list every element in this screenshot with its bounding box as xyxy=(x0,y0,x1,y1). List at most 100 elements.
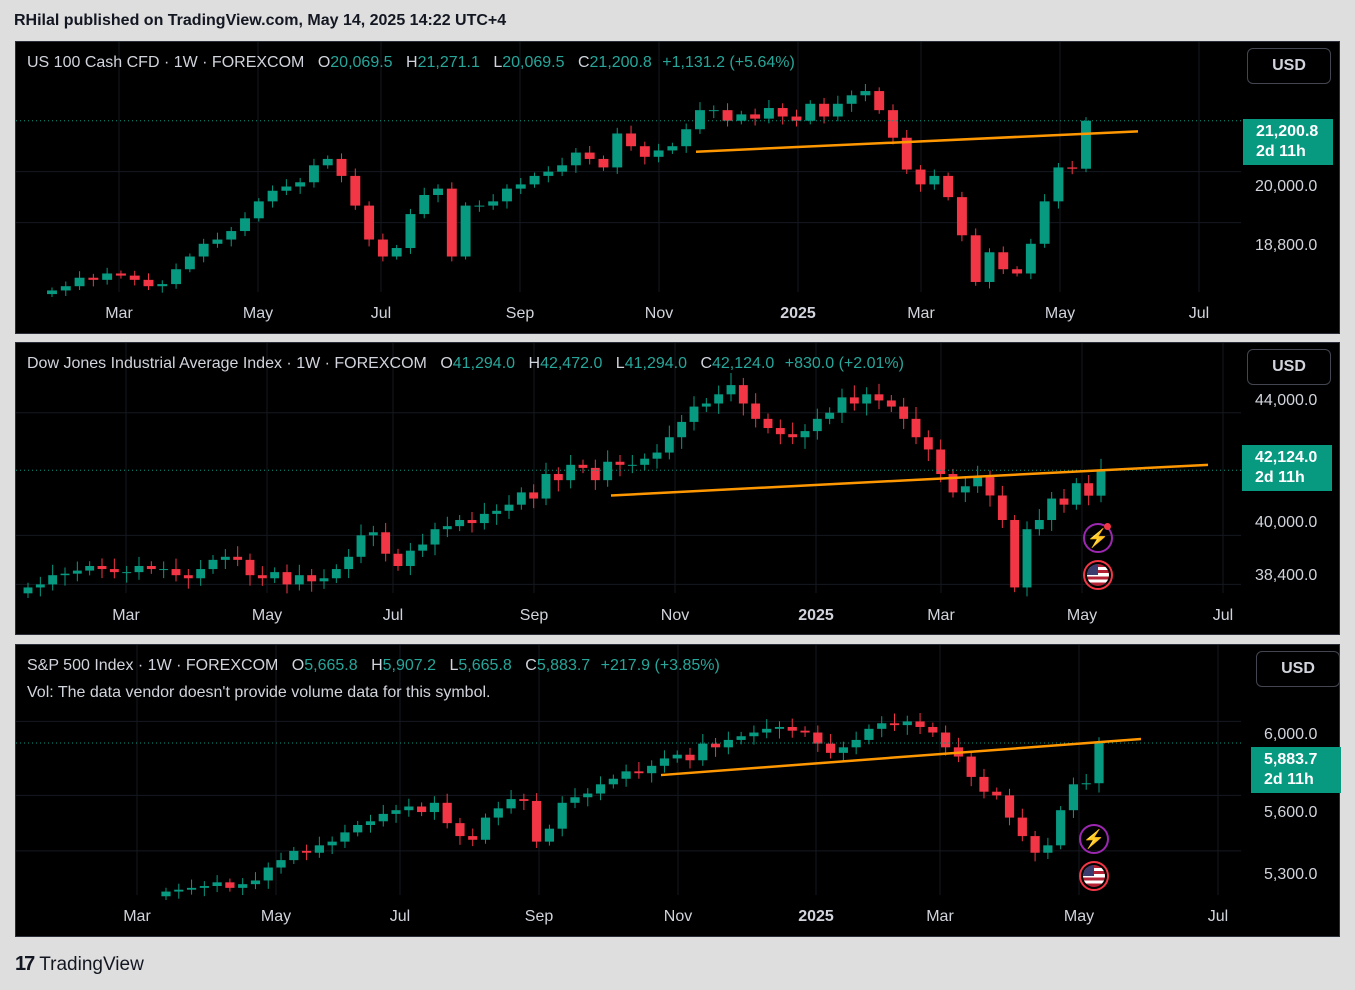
candle-body xyxy=(1043,845,1053,853)
candle-body xyxy=(263,867,273,881)
candle-body xyxy=(888,110,898,138)
candle-body xyxy=(775,428,785,435)
candle-body xyxy=(519,799,529,801)
candle-body xyxy=(270,572,280,579)
candle-body xyxy=(72,570,82,574)
trendline[interactable] xyxy=(695,130,1139,153)
candle-body xyxy=(340,832,350,842)
candle-body xyxy=(1084,483,1094,496)
x-tick-label: May xyxy=(260,908,292,925)
y-tick-label: 40,000.0 xyxy=(1255,514,1318,531)
candle-body xyxy=(1081,783,1091,785)
candlestick-plot-sp500[interactable] xyxy=(16,645,1341,938)
x-tick-label: Mar xyxy=(927,607,955,624)
candle-body xyxy=(1071,483,1081,505)
us-flag-icon[interactable] xyxy=(1079,861,1109,891)
candlestick-plot-dow[interactable] xyxy=(16,343,1341,636)
candle-body xyxy=(911,418,921,438)
candle-body xyxy=(787,726,797,731)
candle-body xyxy=(295,182,306,187)
x-tick-label: Jul xyxy=(382,607,404,624)
candle-body xyxy=(418,544,428,551)
candle-body xyxy=(544,828,555,842)
x-tick-label: May xyxy=(1044,305,1076,322)
candle-body xyxy=(685,754,695,761)
change-value: +830.0 (+2.01%) xyxy=(784,355,904,372)
x-tick-label: Mar xyxy=(926,908,954,925)
candle-body xyxy=(161,891,171,897)
candle-body xyxy=(212,882,222,887)
chart-panel-nasdaq[interactable]: US 100 Cash CFD · 1W · FOREXCOM O20,069.… xyxy=(15,41,1340,334)
candle-body xyxy=(902,721,912,726)
candle-body xyxy=(948,474,958,493)
candlestick-plot-nasdaq[interactable] xyxy=(16,42,1341,335)
candle-body xyxy=(800,730,810,733)
x-tick-label: Sep xyxy=(519,607,549,624)
candle-body xyxy=(677,421,687,438)
candle-body xyxy=(708,110,719,112)
candle-body xyxy=(365,821,376,825)
candle-body xyxy=(553,474,563,481)
candle-body xyxy=(1017,817,1027,837)
candle-body xyxy=(874,394,884,401)
candle-body xyxy=(85,565,95,571)
candle-body xyxy=(1094,742,1104,784)
candle-body xyxy=(889,723,900,726)
symbol-title: S&P 500 Index · 1W · FOREXCOM xyxy=(27,657,279,674)
candle-body xyxy=(846,95,857,104)
y-tick-label: 6,000.0 xyxy=(1264,726,1318,743)
candle-body xyxy=(943,175,954,198)
candle-body xyxy=(612,133,623,168)
candle-body xyxy=(941,732,951,748)
x-tick-label: Jul xyxy=(1188,305,1210,322)
candle-body xyxy=(985,477,995,496)
candle-body xyxy=(183,575,193,579)
candle-body xyxy=(1053,167,1064,202)
candle-body xyxy=(226,231,237,240)
lightning-icon[interactable]: ⚡ xyxy=(1079,824,1109,854)
candle-body xyxy=(621,771,631,779)
candle-body xyxy=(467,520,477,524)
candle-body xyxy=(667,146,678,151)
chart-panel-sp500[interactable]: S&P 500 Index · 1W · FOREXCOM O5,665.8 H… xyxy=(15,644,1341,938)
candle-body xyxy=(281,186,292,191)
x-tick-label: 2025 xyxy=(798,908,834,925)
currency-button[interactable]: USD xyxy=(1247,349,1331,385)
lightning-icon[interactable]: ⚡ xyxy=(1083,523,1113,553)
x-tick-label: Jul xyxy=(1207,908,1229,925)
open-value: 20,069.5 xyxy=(330,54,393,71)
y-tick-label: 20,000.0 xyxy=(1255,178,1318,195)
x-tick-label: Sep xyxy=(505,305,535,322)
candle-body xyxy=(936,449,946,475)
candle-body xyxy=(378,813,388,822)
us-flag-icon[interactable] xyxy=(1083,560,1113,590)
candle-body xyxy=(763,108,774,119)
x-tick-label: Sep xyxy=(524,908,554,925)
candle-body xyxy=(319,578,329,582)
y-tick-label: 5,600.0 xyxy=(1264,804,1318,821)
candle-body xyxy=(430,529,440,545)
candle-body xyxy=(998,252,1009,270)
candle-body xyxy=(442,526,452,530)
candle-body xyxy=(584,152,595,159)
candle-body xyxy=(864,728,874,740)
trendline[interactable] xyxy=(610,463,1209,497)
candle-body xyxy=(886,400,896,407)
candle-body xyxy=(479,513,489,524)
candle-body xyxy=(504,504,514,511)
candle-body xyxy=(664,437,674,453)
x-tick-label: May xyxy=(1066,607,1098,624)
candle-body xyxy=(97,565,107,570)
candle-body xyxy=(109,569,119,573)
candle-body xyxy=(598,158,609,168)
candle-body xyxy=(405,550,415,566)
trendline[interactable] xyxy=(660,737,1142,777)
candle-body xyxy=(791,116,802,121)
currency-button[interactable]: USD xyxy=(1247,48,1331,84)
currency-button[interactable]: USD xyxy=(1256,651,1340,687)
chart-panel-dow[interactable]: Dow Jones Industrial Average Index · 1W … xyxy=(15,342,1340,635)
candle-body xyxy=(956,197,967,236)
candle-body xyxy=(442,802,452,824)
candle-body xyxy=(973,477,983,487)
candle-body xyxy=(736,736,746,740)
